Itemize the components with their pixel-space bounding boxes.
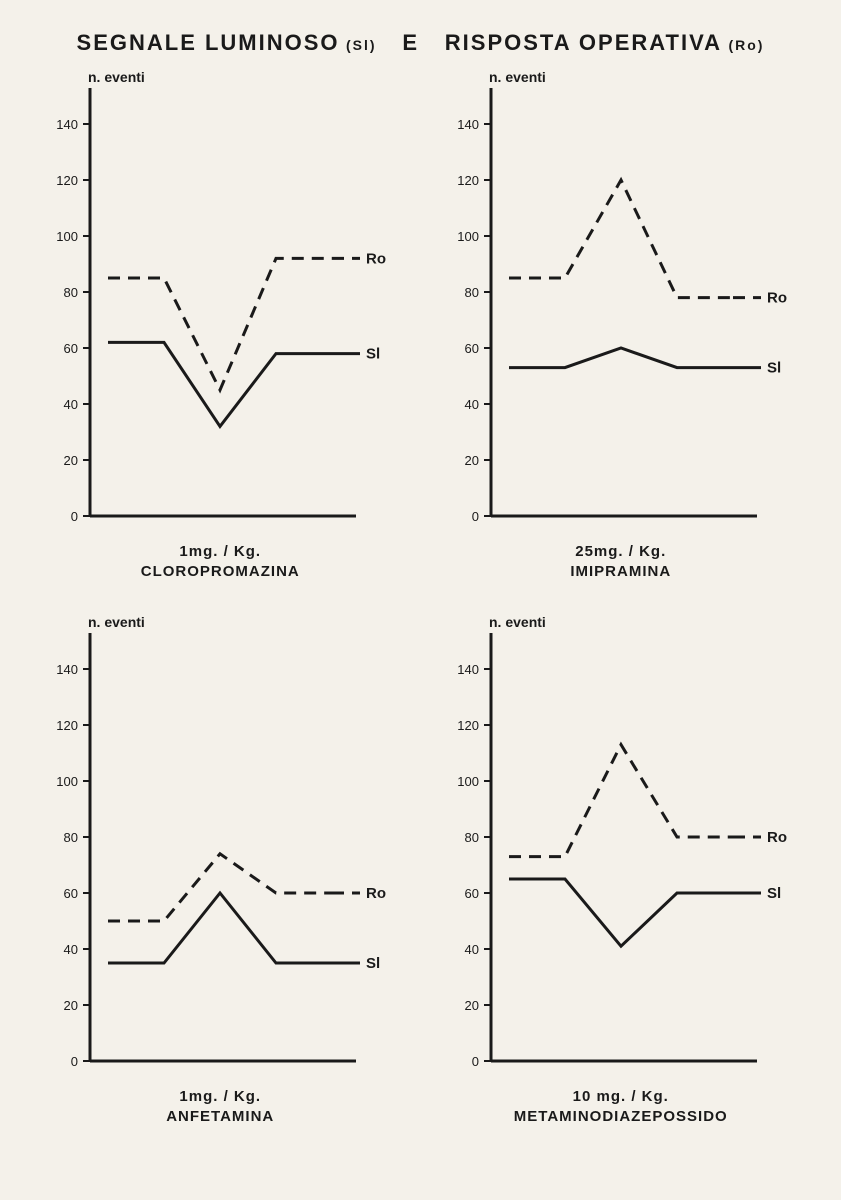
page-root: SEGNALE LUMINOSO (Sl) E RISPOSTA OPERATI…	[0, 0, 841, 1200]
y-tick-label: 100	[56, 229, 78, 244]
series-label-ro: Ro	[366, 885, 386, 902]
y-tick-label: 20	[64, 998, 78, 1013]
caption-dose: 10 mg. / Kg.	[431, 1087, 812, 1107]
chart-svg: 0 20 40 60 80 100 120 140 n. eventi Ro Sl	[431, 66, 801, 536]
series-ro	[108, 258, 332, 390]
caption-drug: CLOROPROMAZINA	[30, 562, 411, 582]
y-tick-label: 80	[64, 830, 78, 845]
y-tick-label: 140	[457, 662, 479, 677]
chart-svg: 0 20 40 60 80 100 120 140 n. eventi Ro Sl	[30, 66, 400, 536]
chart-svg: 0 20 40 60 80 100 120 140 n. eventi Ro Sl	[431, 611, 801, 1081]
panel-caption: 10 mg. / Kg.METAMINODIAZEPOSSIDO	[431, 1087, 812, 1126]
y-tick-label: 140	[56, 662, 78, 677]
series-sl	[509, 879, 733, 946]
y-tick-label: 80	[64, 285, 78, 300]
y-tick-label: 60	[64, 886, 78, 901]
series-label-sl: Sl	[366, 955, 380, 972]
chart-panel-metaminodiazepossido: 0 20 40 60 80 100 120 140 n. eventi Ro Sl 10 mg. / …	[431, 611, 812, 1146]
y-tick-label: 0	[471, 1054, 478, 1069]
y-tick-label: 60	[464, 341, 478, 356]
panel-caption: 1mg. / Kg.ANFETAMINA	[30, 1087, 411, 1126]
caption-dose: 1mg. / Kg.	[30, 542, 411, 562]
y-tick-label: 80	[464, 830, 478, 845]
title-left-main: SEGNALE LUMINOSO	[77, 30, 340, 55]
y-axis-label: n. eventi	[88, 614, 145, 630]
y-tick-label: 20	[464, 453, 478, 468]
series-label-ro: Ro	[767, 290, 787, 307]
series-label-sl: Sl	[767, 885, 781, 902]
y-tick-label: 100	[56, 774, 78, 789]
series-ro	[509, 745, 733, 857]
chart-panel-imipramina: 0 20 40 60 80 100 120 140 n. eventi Ro Sl 25mg. / K…	[431, 66, 812, 601]
y-axis-label: n. eventi	[88, 69, 145, 85]
y-tick-label: 0	[71, 509, 78, 524]
title-right-sub: (Ro)	[728, 37, 764, 53]
series-sl	[108, 342, 332, 426]
y-axis-label: n. eventi	[489, 614, 546, 630]
series-sl	[509, 348, 733, 368]
y-tick-label: 100	[457, 774, 479, 789]
caption-drug: ANFETAMINA	[30, 1107, 411, 1127]
y-tick-label: 60	[64, 341, 78, 356]
chart-grid: 0 20 40 60 80 100 120 140 n. eventi Ro Sl 1mg. / Kg…	[30, 66, 811, 1146]
y-tick-label: 0	[471, 509, 478, 524]
series-label-sl: Sl	[767, 360, 781, 377]
y-tick-label: 20	[464, 998, 478, 1013]
series-label-ro: Ro	[767, 829, 787, 846]
title-right-main: RISPOSTA OPERATIVA	[445, 30, 722, 55]
y-tick-label: 40	[64, 397, 78, 412]
y-axis-label: n. eventi	[489, 69, 546, 85]
y-tick-label: 60	[464, 886, 478, 901]
caption-dose: 1mg. / Kg.	[30, 1087, 411, 1107]
series-ro	[509, 180, 733, 298]
y-tick-label: 140	[56, 117, 78, 132]
panel-caption: 25mg. / Kg.IMIPRAMINA	[431, 542, 812, 581]
y-tick-label: 100	[457, 229, 479, 244]
y-tick-label: 80	[464, 285, 478, 300]
caption-drug: METAMINODIAZEPOSSIDO	[431, 1107, 812, 1127]
chart-panel-cloropromazina: 0 20 40 60 80 100 120 140 n. eventi Ro Sl 1mg. / Kg…	[30, 66, 411, 601]
caption-dose: 25mg. / Kg.	[431, 542, 812, 562]
y-tick-label: 20	[64, 453, 78, 468]
series-label-sl: Sl	[366, 346, 380, 363]
y-tick-label: 140	[457, 117, 479, 132]
caption-drug: IMIPRAMINA	[431, 562, 812, 582]
y-tick-label: 40	[464, 397, 478, 412]
series-ro	[108, 854, 332, 921]
y-tick-label: 120	[457, 173, 479, 188]
main-title: SEGNALE LUMINOSO (Sl) E RISPOSTA OPERATI…	[30, 30, 811, 56]
y-tick-label: 0	[71, 1054, 78, 1069]
y-tick-label: 40	[464, 942, 478, 957]
y-tick-label: 120	[457, 718, 479, 733]
series-sl	[108, 893, 332, 963]
panel-caption: 1mg. / Kg.CLOROPROMAZINA	[30, 542, 411, 581]
y-tick-label: 40	[64, 942, 78, 957]
y-tick-label: 120	[56, 718, 78, 733]
chart-svg: 0 20 40 60 80 100 120 140 n. eventi Ro Sl	[30, 611, 400, 1081]
title-mid: E	[402, 30, 419, 55]
series-label-ro: Ro	[366, 250, 386, 267]
chart-panel-anfetamina: 0 20 40 60 80 100 120 140 n. eventi Ro Sl 1mg. / Kg…	[30, 611, 411, 1146]
y-tick-label: 120	[56, 173, 78, 188]
title-left-sub: (Sl)	[346, 37, 377, 53]
